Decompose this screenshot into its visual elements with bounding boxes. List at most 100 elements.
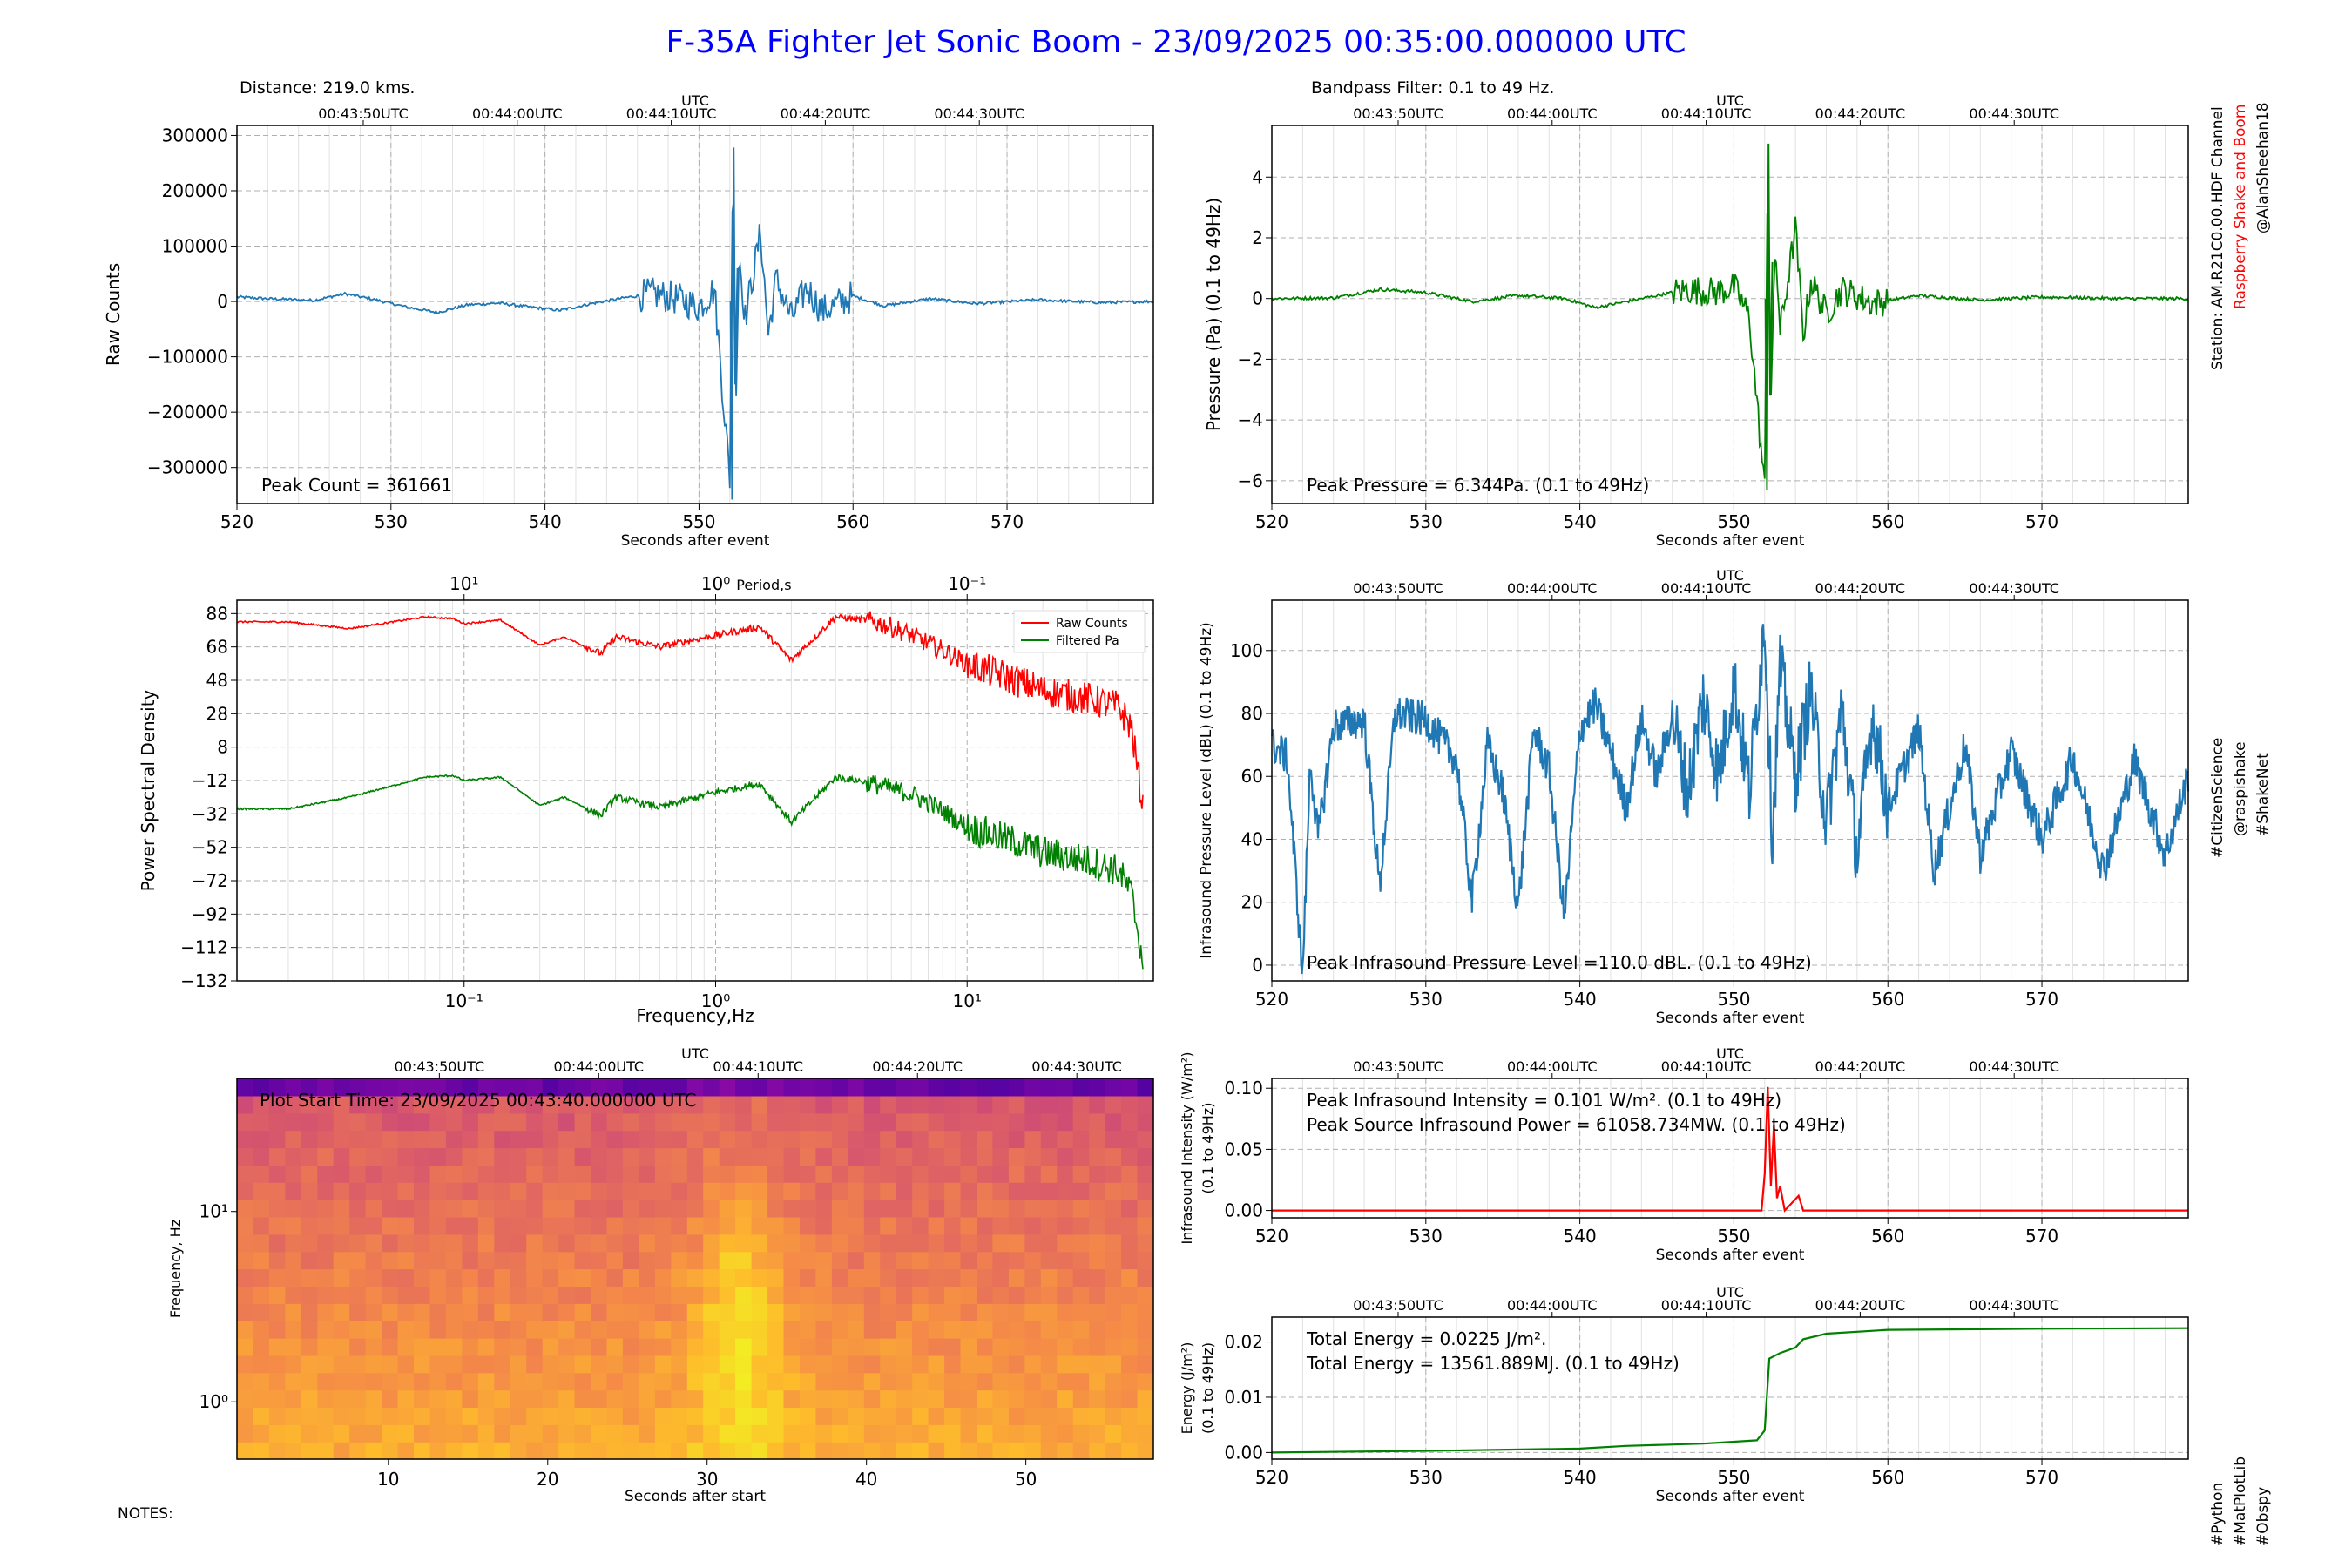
spectrogram-cell [977,1372,994,1391]
spectrogram-cell [462,1303,479,1321]
spectrogram-cell [639,1268,656,1287]
spectrogram-cell [1057,1233,1074,1253]
spectrogram-cell [735,1112,753,1132]
spectrogram-cell [397,1200,415,1218]
spectrogram-cell [686,1216,704,1235]
spectrogram-cell [880,1216,897,1235]
spectrogram-cell [333,1182,350,1200]
spectrogram-cell [944,1321,962,1339]
spectrogram-cell [1008,1303,1025,1321]
spectrogram-cell [414,1233,431,1253]
spectrogram-cell [1137,1286,1154,1304]
spectrogram-cell [654,1130,672,1149]
spectrogram-cell [429,1338,447,1356]
spectrogram-cell [333,1147,350,1166]
spectrogram-cell [848,1321,865,1339]
spectrogram-cell [992,1233,1010,1253]
spectrogram-cell [912,1372,929,1391]
spectrogram-cell [574,1200,591,1218]
spectrogram-cell [880,1130,897,1149]
spectrogram-cell [896,1268,913,1287]
spectrogram-cell [831,1233,848,1253]
spectrogram-cell [719,1355,736,1374]
spectrogram-cell [880,1303,897,1321]
spectrogram-cell [960,1251,977,1270]
spectrogram-cell [445,1147,463,1166]
y-axis-label: (0.1 to 49Hz) [1200,1103,1216,1194]
x-tick-label: 530 [1409,1467,1443,1488]
spectrogram-cell [558,1355,576,1374]
spectrogram-cell [639,1286,656,1304]
spectrogram-cell [574,1389,591,1408]
spectrogram-cell [414,1338,431,1356]
top-tick-label: 00:43:50UTC [395,1058,485,1075]
spectrogram-cell [992,1321,1010,1339]
spectrogram-cell [1072,1182,1090,1200]
spectrogram-cell [1089,1216,1106,1235]
spectrogram-cell [831,1442,848,1460]
energy-line [1271,1327,2189,1454]
spectrogram-cell [253,1095,270,1114]
spectrogram-cell [992,1355,1010,1374]
spectrogram-cell [735,1233,753,1253]
spectrogram-cell [654,1442,672,1460]
spectrogram-cell [671,1182,688,1200]
spectrogram-cell [365,1112,382,1132]
spectrogram-cell [1089,1389,1106,1408]
spectrogram-cell [1040,1200,1058,1218]
spectrogram-cell [863,1389,881,1408]
spectrogram-cell [494,1321,511,1339]
spectrogram-cell [1057,1112,1074,1132]
spectrogram-cell [1072,1251,1090,1270]
spectrogram-cell [591,1338,608,1356]
spectrogram-cell [912,1095,929,1114]
spectrogram-cell [622,1355,639,1374]
spectrogram-cell [1057,1303,1074,1321]
spectrogram-cell [301,1200,318,1218]
spectrogram-cell [1089,1147,1106,1166]
spectrogram-cell [382,1251,399,1270]
spectrogram-cell [1105,1321,1122,1339]
spectrogram-cell [783,1389,801,1408]
spectrogram-cell [542,1130,559,1149]
spectrogram-cell [686,1251,704,1270]
spectrogram-cell [751,1303,768,1321]
y-tick-label: 200000 [162,180,228,201]
spectrogram-cell [477,1355,495,1374]
spectrogram-cell [1057,1251,1074,1270]
spectrogram-cell [397,1233,415,1253]
spectrogram-cell [285,1303,302,1321]
spectrogram-cell [542,1321,559,1339]
spectrogram-cell [333,1355,350,1374]
spectrogram-cell [944,1286,962,1304]
spectrogram-cell [751,1200,768,1218]
spectrogram-cell [783,1078,801,1097]
top-axis-label: UTC [681,1045,709,1062]
spectrogram-cell [268,1182,286,1200]
spectrogram-cell [719,1442,736,1460]
spectrogram-cell [1057,1407,1074,1425]
spectrogram-cell [429,1303,447,1321]
spectrogram-cell [542,1372,559,1391]
spectrogram-cell [1072,1407,1090,1425]
top-tick-label: 00:44:00UTC [472,105,563,122]
spectrogram-cell [1105,1286,1122,1304]
spectrogram-cell [815,1389,833,1408]
spectrogram-cell [285,1338,302,1356]
spectrogram-cell [896,1112,913,1132]
spectrogram-cell [1024,1321,1042,1339]
spectrogram-cell [397,1165,415,1183]
spectrogram-cell [365,1389,382,1408]
spectrogram-cell [1008,1095,1025,1114]
spectrogram-cell [800,1078,817,1097]
spectrogram-cell [462,1233,479,1253]
spectrogram-cell [639,1233,656,1253]
spectrogram-cell [735,1078,753,1097]
spectrogram-cell [462,1321,479,1339]
spectrogram-cell [671,1233,688,1253]
spectrogram-cell [783,1200,801,1218]
spectrogram-cell [671,1251,688,1270]
spectrogram-cell [1089,1165,1106,1183]
spectrogram-cell [285,1268,302,1287]
spectrogram-cell [896,1372,913,1391]
